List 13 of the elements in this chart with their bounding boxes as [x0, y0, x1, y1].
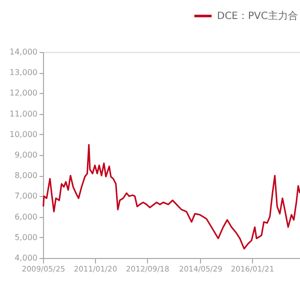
y-tick-label: 11,000: [10, 109, 38, 118]
y-tick-label: 10,000: [10, 130, 38, 139]
line-series: [42, 144, 300, 250]
y-tick-label: 13,000: [10, 68, 38, 78]
y-tick-label: 4,000: [14, 254, 38, 262]
y-tick-label: 14,000: [10, 48, 38, 56]
y-tick-label: 5,000: [14, 232, 38, 242]
y-tick-label: 9,000: [14, 150, 38, 160]
legend-label: DCE：PVC主力合: [217, 10, 298, 22]
y-tick-label: 7,000: [14, 192, 38, 201]
y-tick-label: 12,000: [10, 88, 38, 98]
y-tick-label: 8,000: [14, 171, 38, 180]
y-tick-label: 6,000: [14, 212, 38, 222]
